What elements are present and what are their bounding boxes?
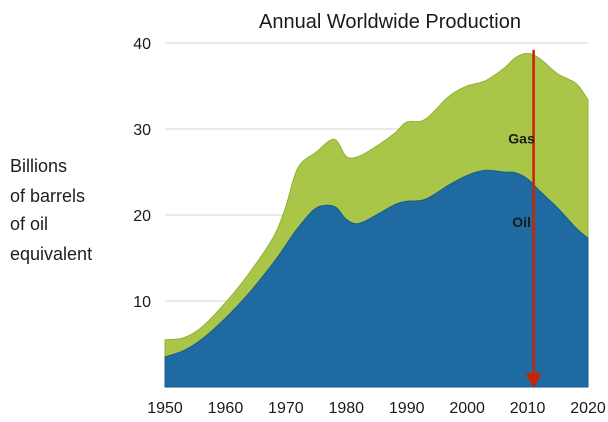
ticks: 10 20 30 40 1950 1960 1970 1980 1990 2000 2010 2020 xyxy=(133,36,606,417)
x-tick-label: 1970 xyxy=(268,400,304,417)
y-axis-label-line-1: Billions xyxy=(10,156,67,176)
y-axis-label-line-2: of barrels xyxy=(10,186,85,206)
x-tick-label: 1960 xyxy=(208,400,244,417)
x-tick-label: 1980 xyxy=(328,400,364,417)
y-tick-label: 10 xyxy=(133,294,151,311)
series-oil-area xyxy=(164,169,589,388)
y-tick-label: 30 xyxy=(133,122,151,139)
x-tick-label: 2010 xyxy=(510,400,546,417)
x-tick-label: 1950 xyxy=(147,400,183,417)
y-tick-label: 40 xyxy=(133,36,151,53)
area-labels: Gas Oil xyxy=(508,131,535,230)
x-tick-label: 2020 xyxy=(570,400,606,417)
x-tick-label: 2000 xyxy=(449,400,485,417)
marker-layer xyxy=(525,49,542,388)
area-label-oil: Oil xyxy=(512,214,531,230)
area-label-gas: Gas xyxy=(508,131,535,147)
y-axis-label-line-3: of oil xyxy=(10,214,48,234)
y-tick-label: 20 xyxy=(133,208,151,225)
marker-arrow-head xyxy=(525,373,542,388)
y-axis-label-line-4: equivalent xyxy=(10,244,92,264)
chart-title: Annual Worldwide Production xyxy=(259,11,521,33)
x-tick-label: 1990 xyxy=(389,400,425,417)
areas xyxy=(164,52,589,388)
